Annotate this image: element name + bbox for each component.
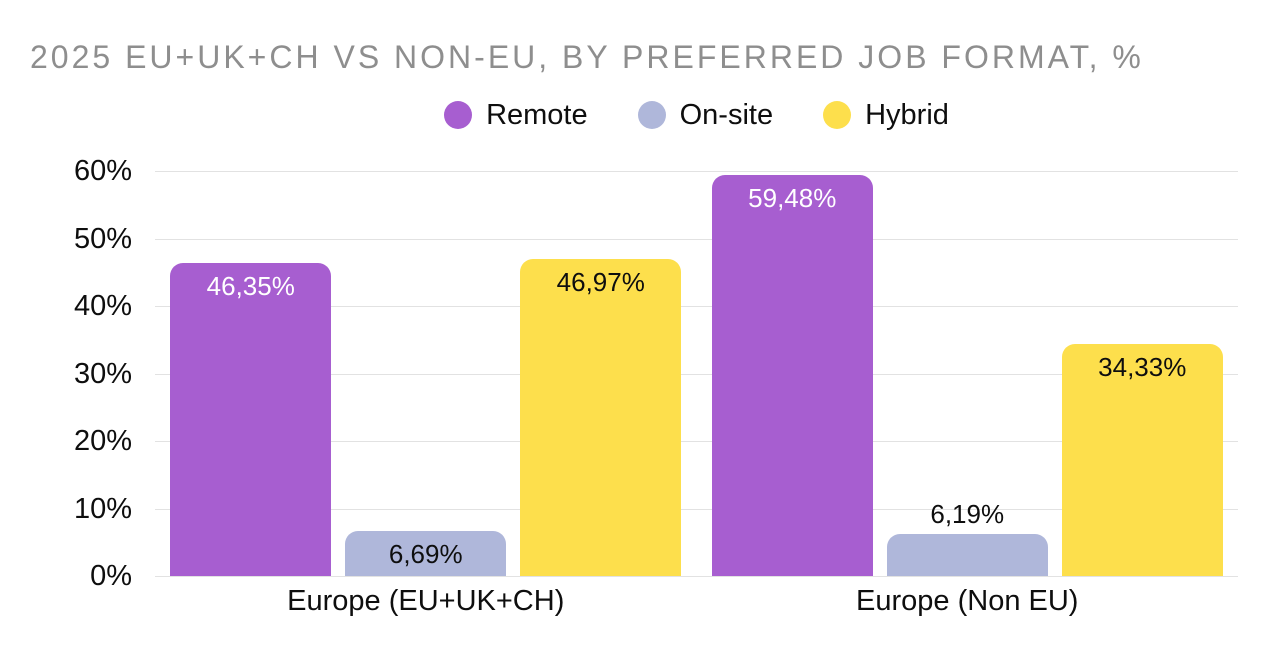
y-tick-label: 0% bbox=[90, 560, 132, 592]
gridline bbox=[155, 171, 1238, 172]
bar-remote-europe-eu-uk-ch: 46,35% bbox=[170, 263, 332, 576]
legend: Remote On-site Hybrid bbox=[155, 96, 1238, 134]
bar-on-site-europe-non-eu bbox=[886, 534, 1048, 576]
bar-on-site-europe-eu-uk-ch: 6,69% bbox=[345, 530, 507, 576]
gridline bbox=[155, 508, 1238, 510]
legend-swatch-on-site bbox=[637, 101, 666, 129]
legend-label: On-site bbox=[679, 98, 774, 131]
legend-label: Hybrid bbox=[865, 98, 949, 131]
legend-swatch-remote bbox=[444, 101, 473, 129]
legend-item-remote: Remote bbox=[444, 98, 588, 131]
y-tick-label: 50% bbox=[73, 222, 132, 255]
bar-group-europe-eu-uk-ch: 46,35% 6,69% 46,97% bbox=[155, 171, 697, 576]
y-axis: 0% 10% 20% 30% 40% 50% 60% bbox=[0, 155, 132, 592]
bar-slot: 46,97% bbox=[520, 171, 682, 576]
bar-slot: 6,69% bbox=[345, 171, 507, 576]
bar-value-label: 46,35% bbox=[206, 271, 295, 302]
y-tick-label: 10% bbox=[73, 492, 132, 525]
gridline bbox=[155, 576, 1238, 577]
bar-hybrid-europe-eu-uk-ch: 46,97% bbox=[520, 258, 682, 576]
legend-item-hybrid: Hybrid bbox=[823, 98, 949, 131]
plot-area: 46,35% 6,69% 46,97% 59,48% 6,19% 34,33% bbox=[155, 171, 1238, 577]
bar-groups: 46,35% 6,69% 46,97% 59,48% 6,19% 34,33% bbox=[155, 171, 1238, 576]
legend-label: Remote bbox=[486, 98, 588, 131]
bar-remote-europe-non-eu: 59,48% bbox=[711, 174, 873, 576]
bar-slot: 6,19% bbox=[886, 171, 1048, 576]
bar-slot: 59,48% bbox=[711, 171, 873, 576]
bar-value-label: 34,33% bbox=[1098, 352, 1187, 383]
y-tick-label: 20% bbox=[73, 425, 132, 457]
y-tick-label: 60% bbox=[73, 155, 132, 187]
bar-value-label: 6,19% bbox=[930, 499, 1005, 530]
bar-hybrid-europe-non-eu: 34,33% bbox=[1061, 344, 1223, 576]
gridline bbox=[155, 238, 1238, 240]
x-axis-label: Europe (Non EU) bbox=[856, 585, 1079, 617]
legend-swatch-hybrid bbox=[823, 101, 852, 129]
x-axis-label: Europe (EU+UK+CH) bbox=[287, 585, 565, 617]
x-axis: Europe (EU+UK+CH) Europe (Non EU) bbox=[155, 585, 1238, 618]
bar-value-label: 6,69% bbox=[388, 538, 463, 569]
bar-slot: 34,33% bbox=[1061, 171, 1223, 576]
bar-value-label: 46,97% bbox=[556, 266, 645, 297]
gridline bbox=[155, 441, 1238, 442]
y-tick-label: 40% bbox=[73, 290, 132, 322]
legend-item-on-site: On-site bbox=[637, 98, 774, 131]
y-tick-label: 30% bbox=[73, 357, 132, 390]
bar-value-label: 59,48% bbox=[748, 182, 837, 213]
gridline bbox=[155, 373, 1238, 375]
bar-slot: 46,35% bbox=[170, 171, 332, 576]
chart-title: 2025 EU+UK+CH VS NON-EU, BY PREFERRED JO… bbox=[30, 39, 1144, 75]
gridline bbox=[155, 306, 1238, 307]
bar-group-europe-non-eu: 59,48% 6,19% 34,33% bbox=[697, 171, 1239, 576]
